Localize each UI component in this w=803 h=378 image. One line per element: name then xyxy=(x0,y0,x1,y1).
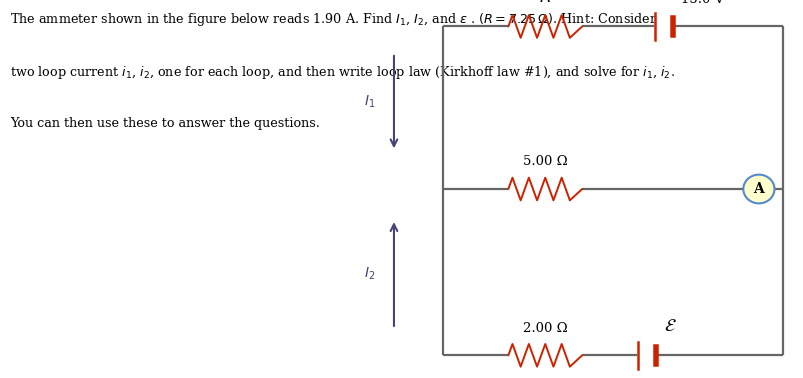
Text: 5.00 Ω: 5.00 Ω xyxy=(522,155,567,168)
Text: 15.0 V: 15.0 V xyxy=(680,0,724,6)
Text: You can then use these to answer the questions.: You can then use these to answer the que… xyxy=(10,117,319,130)
Text: $\mathcal{E}$: $\mathcal{E}$ xyxy=(663,316,675,335)
Text: $I_1$: $I_1$ xyxy=(363,94,374,110)
Text: The ammeter shown in the figure below reads 1.90 A. Find $I_1$, $I_2$, and $\var: The ammeter shown in the figure below re… xyxy=(10,11,656,28)
Text: $\mathit{R}$: $\mathit{R}$ xyxy=(539,0,551,6)
Text: 2.00 Ω: 2.00 Ω xyxy=(522,322,567,335)
Text: two loop current $i_1$, $i_2$, one for each loop, and then write loop law (Kirkh: two loop current $i_1$, $i_2$, one for e… xyxy=(10,64,674,81)
Text: $I_2$: $I_2$ xyxy=(363,266,374,282)
Circle shape xyxy=(743,175,773,203)
Text: A: A xyxy=(752,182,764,196)
